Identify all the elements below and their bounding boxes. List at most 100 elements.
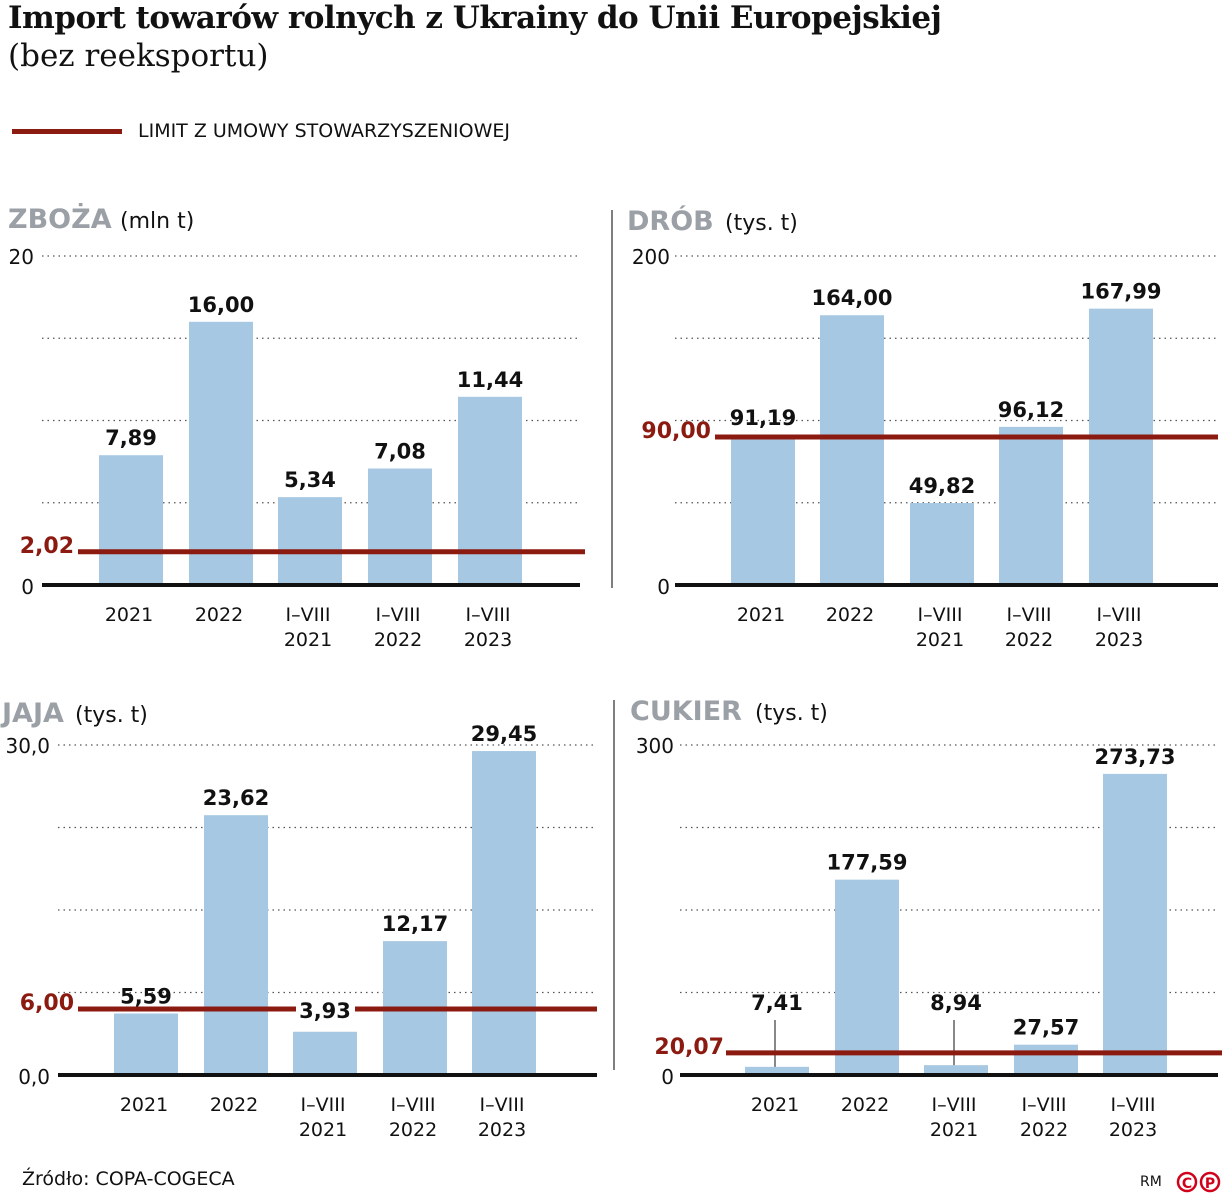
y-tick-label: 20 — [9, 245, 34, 269]
bar — [189, 321, 253, 585]
panel-title: CUKIER — [630, 696, 742, 727]
limit-label: 90,00 — [641, 419, 711, 444]
bar — [278, 497, 342, 585]
bar — [1089, 308, 1153, 585]
bar-value-label: 12,17 — [382, 912, 448, 936]
x-tick-label: I–VIII — [932, 1094, 977, 1116]
bar-value-label: 7,08 — [374, 440, 426, 464]
bar-value-label: 29,45 — [471, 722, 537, 746]
x-tick-label: 2021 — [930, 1119, 978, 1141]
x-tick-label: 2021 — [120, 1094, 168, 1116]
bar — [999, 426, 1063, 585]
y-tick-label: 0 — [21, 575, 34, 599]
bar-value-label: 5,34 — [284, 468, 336, 492]
x-tick-label: I–VIII — [301, 1094, 346, 1116]
panel-unit: (tys. t) — [725, 211, 798, 236]
y-tick-label: 30,0 — [5, 734, 50, 758]
x-tick-label: I–VIII — [286, 604, 331, 626]
bar-value-label: 7,89 — [105, 426, 157, 450]
y-tick-label: 300 — [636, 734, 674, 758]
x-tick-label: 2023 — [1095, 629, 1143, 651]
legend-limit-swatch — [12, 128, 122, 134]
y-tick-label: 0 — [657, 575, 670, 599]
bar-value-label: 167,99 — [1080, 280, 1161, 304]
bar-value-label: 164,00 — [811, 286, 892, 310]
bar-value-label: 8,94 — [930, 991, 982, 1015]
panel-unit: (tys. t) — [755, 701, 828, 726]
bar-value-label: 23,62 — [203, 786, 269, 810]
x-tick-label: I–VIII — [1007, 604, 1052, 626]
page-subtitle: (bez reeksportu) — [8, 38, 269, 74]
x-tick-label: 2022 — [374, 629, 422, 651]
x-tick-label: 2023 — [1109, 1119, 1157, 1141]
bar-value-label: 27,57 — [1013, 1016, 1079, 1040]
bar — [458, 396, 522, 585]
x-tick-label: 2022 — [826, 604, 874, 626]
legend-label: LIMIT Z UMOWY STOWARZYSZENIOWEJ — [138, 120, 511, 142]
y-tick-label: 0 — [661, 1065, 674, 1089]
x-tick-label: I–VIII — [918, 604, 963, 626]
x-tick-label: I–VIII — [391, 1094, 436, 1116]
panel-unit: (tys. t) — [75, 703, 148, 728]
bar — [924, 1065, 988, 1075]
bar — [293, 1031, 357, 1075]
x-tick-label: I–VIII — [466, 604, 511, 626]
bar-value-label: 49,82 — [909, 474, 975, 498]
bar — [910, 503, 974, 585]
x-tick-label: I–VIII — [1111, 1094, 1156, 1116]
y-tick-label: 200 — [632, 245, 670, 269]
panel-title: DRÓB — [627, 205, 714, 237]
bar — [820, 315, 884, 585]
bar-value-label: 91,19 — [730, 406, 796, 430]
bar-value-label: 5,59 — [120, 985, 172, 1009]
x-tick-label: 2021 — [299, 1119, 347, 1141]
bar-value-label: 7,41 — [751, 991, 803, 1015]
limit-label: 2,02 — [20, 534, 74, 559]
panel-unit: (mln t) — [120, 209, 194, 234]
x-tick-label: I–VIII — [480, 1094, 525, 1116]
bar — [1014, 1044, 1078, 1075]
panel-title: ZBOŻA — [8, 203, 112, 235]
bar — [731, 434, 795, 585]
x-tick-label: 2022 — [195, 604, 243, 626]
legend: LIMIT Z UMOWY STOWARZYSZENIOWEJ — [12, 120, 510, 142]
x-tick-label: I–VIII — [376, 604, 421, 626]
x-tick-label: 2022 — [210, 1094, 258, 1116]
x-tick-label: 2021 — [105, 604, 153, 626]
credit: RM — [1140, 1174, 1162, 1190]
y-tick-label: 0,0 — [18, 1065, 50, 1089]
bar — [745, 1066, 809, 1075]
bar-value-label: 3,93 — [299, 999, 351, 1023]
limit-label: 20,07 — [654, 1035, 724, 1060]
limit-label: 6,00 — [20, 991, 74, 1016]
bar-value-label: 96,12 — [998, 398, 1064, 422]
panel-title: JAJA — [0, 698, 64, 729]
x-tick-label: 2022 — [841, 1094, 889, 1116]
bar-value-label: 273,73 — [1094, 745, 1175, 769]
bar-value-label: 11,44 — [457, 368, 523, 392]
x-tick-label: 2022 — [389, 1119, 437, 1141]
x-tick-label: I–VIII — [1097, 604, 1142, 626]
x-tick-label: 2023 — [478, 1119, 526, 1141]
bar-value-label: 177,59 — [826, 851, 907, 875]
x-tick-label: 2021 — [751, 1094, 799, 1116]
bar — [114, 1013, 178, 1075]
x-tick-label: 2023 — [464, 629, 512, 651]
x-tick-label: 2022 — [1005, 629, 1053, 651]
bar — [368, 468, 432, 585]
bar-value-label: 16,00 — [188, 293, 254, 317]
x-tick-label: 2022 — [1020, 1119, 1068, 1141]
page-title: Import towarów rolnych z Ukrainy do Unii… — [8, 0, 942, 36]
source: Źródło: COPA-COGECA — [22, 1168, 235, 1190]
x-tick-label: 2021 — [284, 629, 332, 651]
bar — [835, 879, 899, 1075]
x-tick-label: 2021 — [916, 629, 964, 651]
bar — [472, 751, 536, 1075]
x-tick-label: 2021 — [737, 604, 785, 626]
x-tick-label: I–VIII — [1022, 1094, 1067, 1116]
bar — [1103, 773, 1167, 1075]
bar — [204, 815, 268, 1075]
bar — [99, 455, 163, 585]
